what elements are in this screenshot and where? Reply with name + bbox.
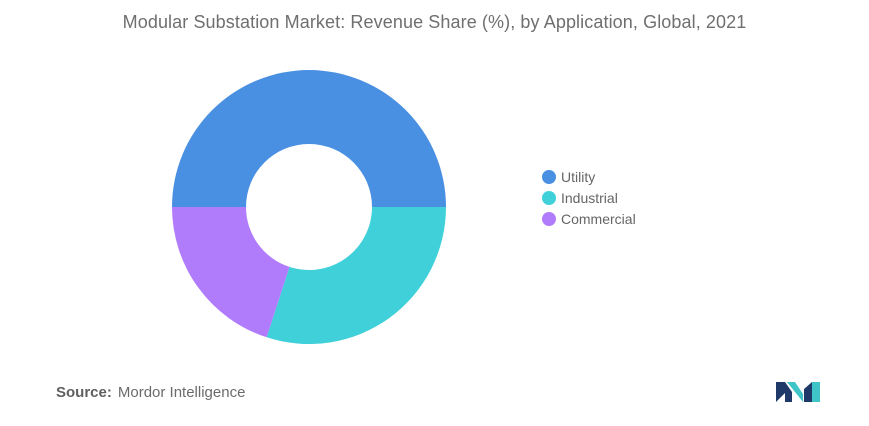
legend-label: Industrial <box>561 189 618 206</box>
chart-title: Modular Substation Market: Revenue Share… <box>122 12 747 32</box>
source-label: Source: <box>56 384 112 401</box>
legend-label: Utility <box>561 168 596 185</box>
logo-left-shape <box>776 382 792 402</box>
source-note: Source: Mordor Intelligence <box>56 384 245 401</box>
legend-label: Commercial <box>561 210 636 227</box>
legend-swatch <box>542 169 556 184</box>
donut-slice-industrial <box>266 207 446 344</box>
chart-legend: Utility Industrial Commercial <box>542 166 636 229</box>
logo-right-shape <box>805 382 820 402</box>
legend-item-commercial: Commercial <box>542 208 636 229</box>
donut-slice-commercial <box>172 207 290 338</box>
legend-item-utility: Utility <box>542 166 636 187</box>
legend-swatch <box>542 211 556 226</box>
donut-slice-utility <box>172 70 446 207</box>
legend-item-industrial: Industrial <box>542 187 636 208</box>
logo-middle-shape <box>787 382 803 402</box>
logo-right-dark-shape <box>804 382 812 402</box>
source-value: Mordor Intelligence <box>117 384 246 401</box>
mordor-intelligence-logo-icon <box>776 382 820 402</box>
legend-swatch <box>542 190 556 205</box>
